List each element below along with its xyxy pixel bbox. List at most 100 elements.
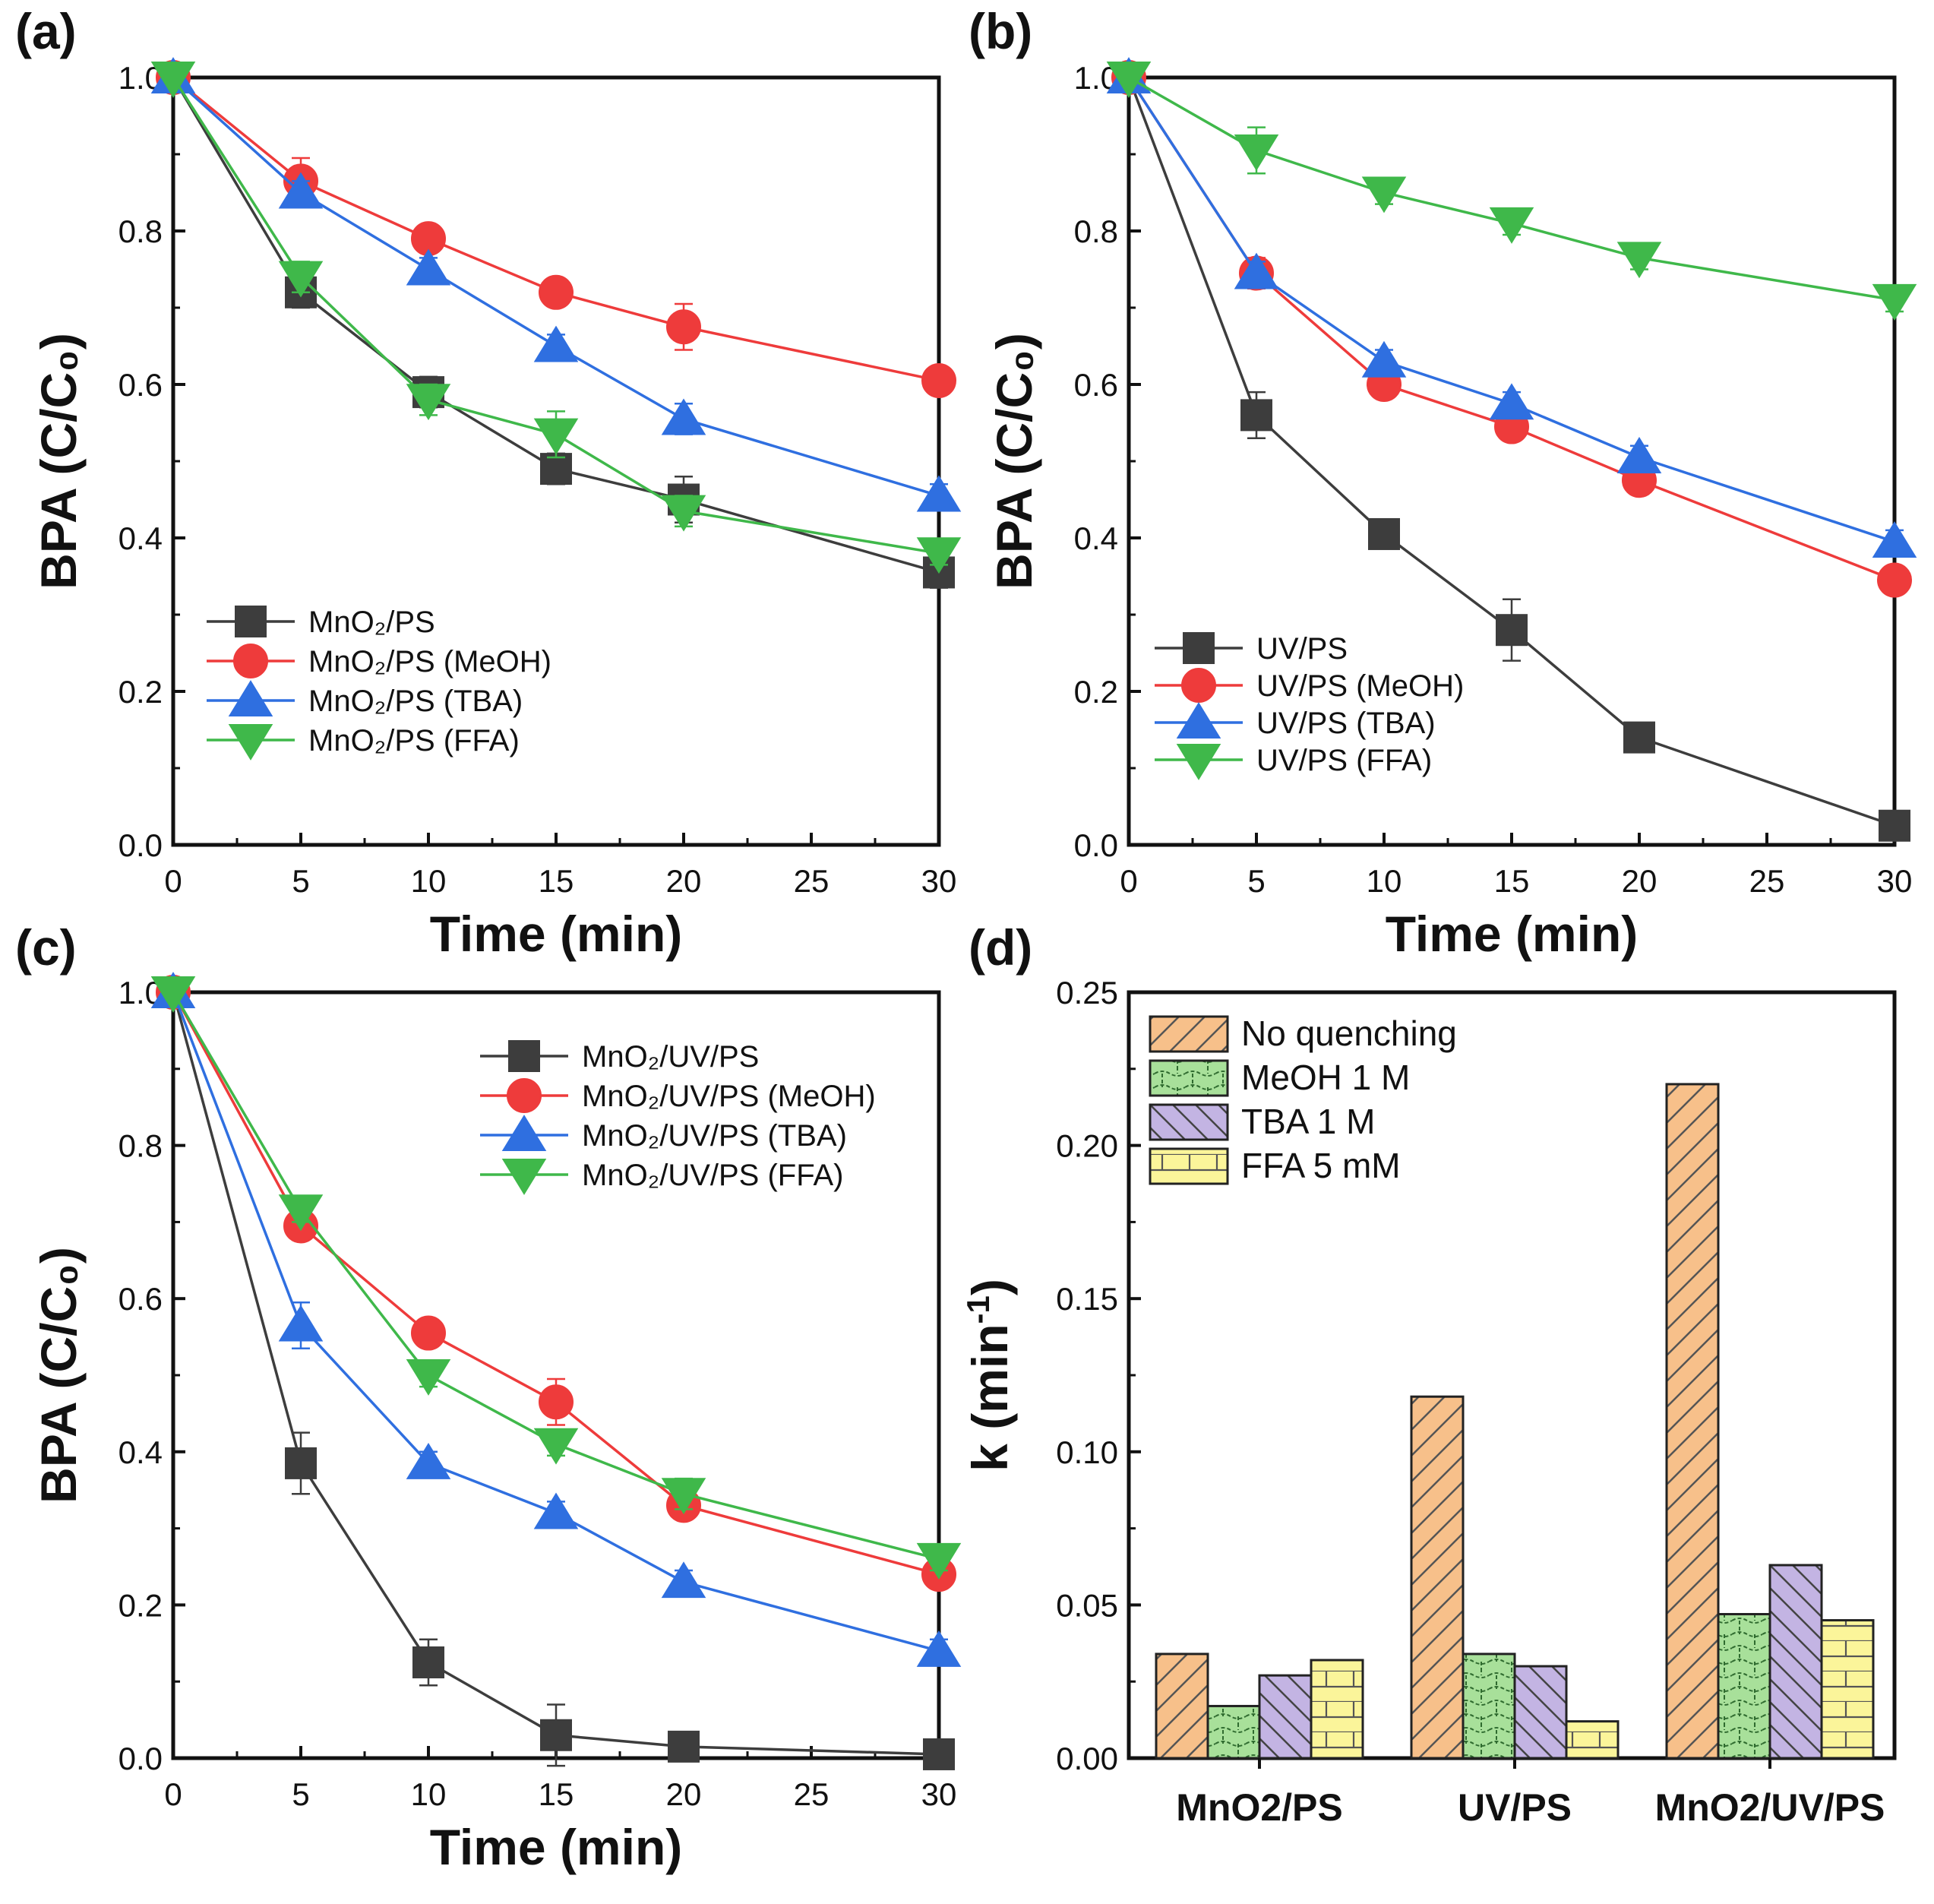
x-tick-label: 0 xyxy=(164,863,182,899)
series-line xyxy=(172,77,940,574)
panel-label: (c) xyxy=(15,919,77,976)
series-line xyxy=(172,992,940,1561)
y-tick-label: 0.8 xyxy=(119,213,163,249)
bar xyxy=(1310,1659,1364,1760)
bar xyxy=(1717,1612,1771,1760)
x-tick-label: 20 xyxy=(1622,863,1657,899)
legend-label: UV/PS (TBA) xyxy=(1256,707,1436,740)
panel-d: (d) 0.00 0.05 0.10 0.15 0.20 0.25 k (min-1) MnO2… xyxy=(960,919,1897,1829)
data-point xyxy=(1489,383,1534,420)
x-tick-label: 15 xyxy=(539,863,574,899)
data-point xyxy=(150,976,196,1013)
legend-label: MeOH 1 M xyxy=(1241,1058,1410,1097)
y-tick-label: 0.2 xyxy=(1074,674,1118,710)
legend-marker xyxy=(501,1159,547,1195)
x-tick-label: 25 xyxy=(794,1776,830,1812)
data-point xyxy=(406,1443,451,1479)
y-tick-label: 0.6 xyxy=(119,367,163,403)
bar xyxy=(1768,1564,1823,1760)
y-tick-label: 0.0 xyxy=(119,1741,163,1776)
legend-label: No quenching xyxy=(1241,1014,1457,1053)
bar xyxy=(1462,1653,1516,1760)
series-square xyxy=(157,62,955,589)
legend-label: MnO₂/UV/PS xyxy=(582,1040,759,1074)
series-line xyxy=(1128,76,1895,302)
legend-item: MnO₂/UV/PS (MeOH) xyxy=(480,1078,876,1113)
x-tick-label: 20 xyxy=(666,1776,702,1812)
y-tick-label: 0.00 xyxy=(1056,1741,1118,1776)
x-tick-label: 15 xyxy=(539,1776,574,1812)
y-axis-label-sup: -1 xyxy=(960,1295,996,1324)
data-point xyxy=(278,172,324,209)
legend-label: MnO₂/PS (MeOH) xyxy=(308,645,551,678)
panel-label: (b) xyxy=(969,3,1032,59)
series-line xyxy=(172,992,940,1756)
legend-item: MnO₂/PS (MeOH) xyxy=(207,644,551,678)
y-tick-label: 0.05 xyxy=(1056,1587,1118,1623)
y-axis-label: k (min-1) xyxy=(960,1279,1018,1472)
legend-item: TBA 1 M xyxy=(1149,1102,1375,1141)
data-point xyxy=(661,495,706,532)
series-circle xyxy=(1111,60,1912,598)
x-axis-label: Time (min) xyxy=(1386,906,1638,962)
data-point xyxy=(1877,562,1912,598)
x-tick-label: 10 xyxy=(1367,863,1402,899)
legend-marker xyxy=(1183,632,1215,664)
data-point xyxy=(150,62,196,98)
x-tick-label: 20 xyxy=(666,863,702,899)
data-point xyxy=(668,1730,700,1763)
data-point xyxy=(666,309,701,345)
legend-label: MnO₂/PS (TBA) xyxy=(308,685,523,718)
x-axis-label: Time (min) xyxy=(430,1819,682,1875)
x-tick-label: 25 xyxy=(1749,863,1785,899)
data-point xyxy=(406,1359,451,1396)
y-axis-label: BPA (C/C₀) xyxy=(30,333,87,590)
legend-marker xyxy=(235,606,267,637)
legend-marker xyxy=(1176,702,1221,739)
bar xyxy=(1565,1720,1620,1760)
data-point xyxy=(661,398,706,435)
data-point xyxy=(1234,134,1279,171)
legend-label: MnO₂/PS xyxy=(308,606,435,639)
plot-frame xyxy=(1127,75,1897,847)
series-triangle-down xyxy=(150,62,962,574)
y-tick-label: 0.2 xyxy=(119,1587,163,1623)
data-point xyxy=(1623,721,1655,754)
data-point xyxy=(533,418,579,455)
series-line xyxy=(172,992,940,1576)
x-tick-label: 0 xyxy=(1120,863,1137,899)
data-point xyxy=(916,475,962,512)
bar xyxy=(1258,1674,1313,1760)
series-square xyxy=(1113,62,1910,842)
legend-marker xyxy=(1176,744,1221,780)
legend-label: MnO₂/PS (FFA) xyxy=(308,724,520,757)
data-point xyxy=(916,1542,962,1580)
data-point xyxy=(278,1305,324,1342)
legend-swatch xyxy=(1149,1015,1229,1053)
y-tick-label: 0.2 xyxy=(119,674,163,710)
x-tick-label: 0 xyxy=(164,1776,182,1812)
legend-marker xyxy=(228,724,273,761)
data-point xyxy=(1872,521,1917,558)
legend-item: UV/PS (MeOH) xyxy=(1155,668,1464,703)
data-point xyxy=(1872,283,1917,321)
data-point xyxy=(661,1478,706,1515)
y-tick-label: 0.8 xyxy=(1074,213,1118,249)
y-tick-label: 0.6 xyxy=(119,1281,163,1317)
x-tick-label: 15 xyxy=(1494,863,1530,899)
bar xyxy=(1665,1083,1720,1760)
legend-label: TBA 1 M xyxy=(1241,1102,1375,1141)
y-axis-label: BPA (C/C₀) xyxy=(986,333,1042,590)
category-label: UV/PS xyxy=(1458,1786,1572,1829)
data-point xyxy=(1234,252,1279,289)
legend-item: UV/PS (FFA) xyxy=(1155,744,1432,780)
data-point xyxy=(412,1646,444,1678)
legend-item: MeOH 1 M xyxy=(1149,1058,1410,1097)
y-tick-label: 0.6 xyxy=(1074,367,1118,403)
legend-item: UV/PS xyxy=(1155,632,1348,666)
data-point xyxy=(916,537,962,574)
legend-item: MnO₂/PS (TBA) xyxy=(207,680,523,718)
data-point xyxy=(539,1384,574,1420)
legend-label: MnO₂/UV/PS (MeOH) xyxy=(582,1080,876,1113)
